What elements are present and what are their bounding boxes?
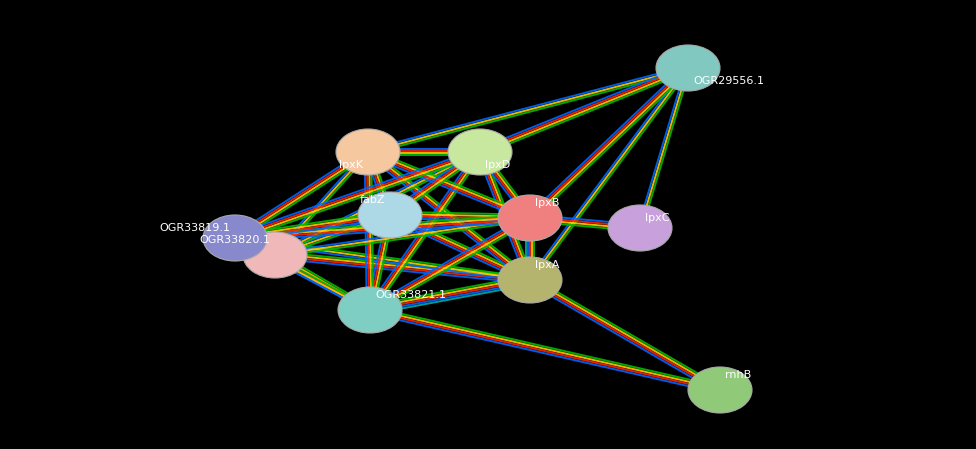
Ellipse shape [448,129,512,175]
Ellipse shape [338,287,402,333]
Text: OGR33819.1: OGR33819.1 [159,223,230,233]
Text: OGR33821.1: OGR33821.1 [375,290,446,300]
Text: lpxC: lpxC [645,213,670,223]
Ellipse shape [336,129,400,175]
Ellipse shape [498,195,562,241]
Ellipse shape [498,257,562,303]
Ellipse shape [358,192,422,238]
Text: OGR29556.1: OGR29556.1 [693,76,764,86]
Text: lpxD: lpxD [485,160,510,170]
Text: rnhB: rnhB [725,370,752,380]
Ellipse shape [203,215,267,261]
Text: fabZ: fabZ [359,195,385,205]
Ellipse shape [243,232,307,278]
Text: lpxB: lpxB [535,198,559,208]
Ellipse shape [688,367,752,413]
Text: lpxA: lpxA [535,260,559,270]
Ellipse shape [608,205,672,251]
Ellipse shape [656,45,720,91]
Text: lpxK: lpxK [339,160,363,170]
Text: OGR33820.1: OGR33820.1 [199,235,270,245]
